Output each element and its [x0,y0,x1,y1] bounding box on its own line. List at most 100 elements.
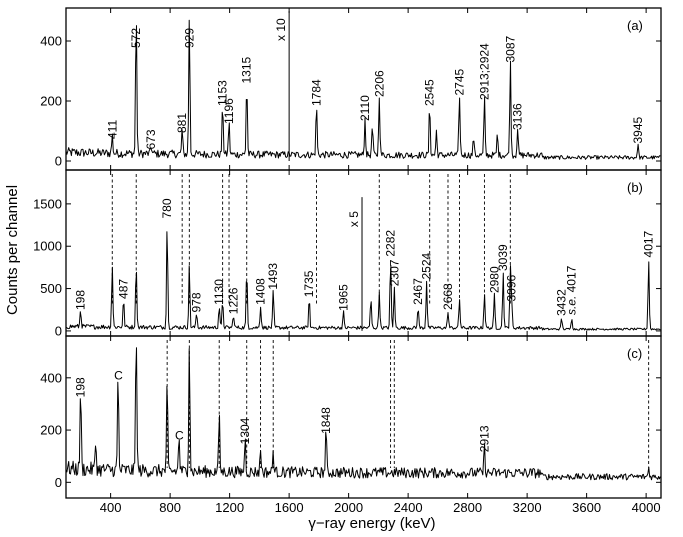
peak-label-a: 2745 [452,68,466,95]
panel-label-a: (a) [627,18,643,33]
peak-label-a: 572 [129,28,143,48]
y-axis-label: Counts per channel [4,185,21,315]
peak-energy: 3087 [503,35,517,62]
y-tick-label-b: 1000 [33,239,62,254]
y-tick-label-c: 0 [55,475,62,490]
peak-label-b: 3096 [505,274,519,301]
peak-energy: 4017 [565,265,579,292]
peak-label-c: 2913 [477,425,491,452]
peak-energy: 1848 [319,407,333,434]
peak-energy: 1226 [226,287,240,314]
peak-label-b: 978 [190,292,204,312]
peak-energy: 1315 [240,56,254,83]
peak-label-b: 2467 [411,278,425,305]
peak-label-b: 2980 [487,266,501,293]
peak-energy: 1196 [222,98,236,124]
panel-frame-c [65,335,662,499]
peak-energy: 978 [190,292,204,312]
y-tick-label-a: 0 [55,154,62,169]
peak-energy: 780 [160,198,174,218]
peak-label-a: 929 [182,28,196,48]
x-tick-label: 1200 [215,500,244,515]
peak-energy: 673 [144,129,158,149]
peak-energy: 2545 [423,79,437,106]
peak-energy: 929 [182,28,196,48]
peak-label-b: 1130 [212,279,226,305]
spectrum-trace-b [65,231,661,331]
peak-energy: 198 [74,377,88,397]
peak-energy: 198 [74,290,88,310]
peak-label-c: C [175,429,184,443]
x-tick-label: 3600 [572,500,601,515]
peak-energy: 572 [129,28,143,48]
peak-energy: 1304 [238,417,252,444]
x-axis-label: γ−ray energy (keV) [308,515,435,532]
peak-label-b: 3039 [496,244,510,271]
peak-energy: 1965 [336,284,350,311]
x-tick-label: 400 [100,500,122,515]
peak-energy: 2913;2924 [477,43,491,100]
spectrum-trace-c [65,347,661,481]
peak-label-b: 2282 [384,230,398,257]
peak-energy: 4017 [642,230,656,257]
peak-energy: 411 [105,120,119,139]
panel-label-b: (b) [627,180,643,195]
peak-label-b: 3432 [555,289,569,316]
peak-energy: 3136 [511,103,525,130]
x-tick-label: 3200 [513,500,542,515]
peak-energy: 2110 [358,95,372,121]
peak-label-b: 487 [117,279,131,299]
y-tick-label-b: 0 [55,323,62,338]
peak-label-c: 198 [74,377,88,397]
peak-energy: 1784 [309,79,323,106]
peak-energy: 487 [117,279,131,299]
peak-label-a: 1315 [240,56,254,83]
panel-label-c: (c) [627,346,642,361]
x-tick-label: 2400 [394,500,423,515]
single-escape-prefix: s.e. [565,296,579,315]
peak-label-a: 673 [144,129,158,149]
peak-label-b: 1735 [302,270,316,297]
peak-energy: 3432 [555,289,569,316]
peak-energy: 3039 [496,244,510,271]
peak-label-c: C [114,369,123,383]
x-tick-label: 4000 [632,500,661,515]
y-tick-label-c: 200 [40,423,62,438]
peak-label-b: 2524 [420,252,434,279]
peak-label-b: 198 [74,290,88,310]
peak-label-a: 3136 [511,103,525,130]
x-tick-label: 2800 [453,500,482,515]
peak-label-a: 2545 [423,79,437,106]
peak-label-b: 1493 [266,263,280,290]
peak-label-b: 1408 [254,278,268,305]
x-tick-label: 2000 [334,500,363,515]
peak-label-b: 780 [160,198,174,218]
x-tick-label: 1600 [275,500,304,515]
scale-marker-label-b: x 5 [347,211,361,227]
peak-label-a: 1153 [216,80,230,106]
peak-energy: 2913 [477,425,491,452]
peak-label-a: 1784 [309,79,323,106]
peak-label-a: 2206 [372,70,386,97]
peak-label-b: 1965 [336,284,350,311]
y-tick-label-c: 400 [40,370,62,385]
peak-energy: 2282 [384,230,398,257]
peak-energy: 1735 [302,270,316,297]
peak-energy: 881 [175,113,189,133]
peak-energy: 2467 [411,278,425,305]
spectrum-trace-a [65,19,661,160]
peak-label-a: 411 [105,120,119,139]
peak-label-b: 4017 [642,230,656,257]
peak-energy: 3096 [505,274,519,301]
y-tick-label-b: 500 [40,281,62,296]
peak-label-a: 2110 [358,95,372,121]
peak-energy: 2307 [387,259,401,286]
peak-energy: 1130 [212,279,226,305]
y-tick-label-b: 1500 [33,196,62,211]
peak-label-a: 1196 [222,98,236,124]
peak-energy: 1493 [266,263,280,290]
scale-marker-label-a: x 10 [274,18,288,41]
peak-energy: 1408 [254,278,268,305]
peak-energy: 1153 [216,80,230,106]
